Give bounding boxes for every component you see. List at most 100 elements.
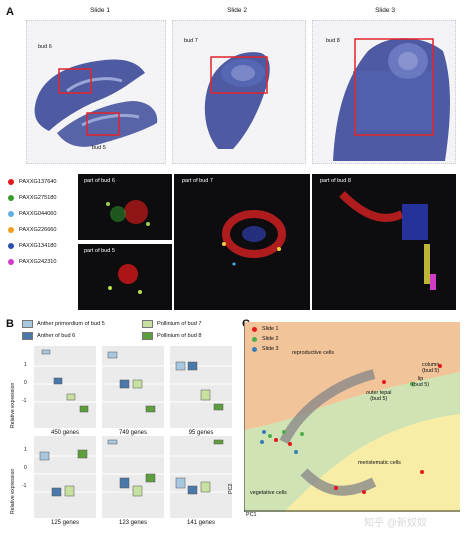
legend-gene-label: PAXXG275180 <box>19 195 57 201</box>
bud-6-label: bud 6 <box>38 44 52 50</box>
legend-swatch-icon <box>22 320 33 328</box>
region-outer-tepal: outer tepal (bud 5) <box>366 390 392 402</box>
boxplot-drawing <box>170 361 232 411</box>
y-tick-label: 0 <box>24 465 27 471</box>
panel-c-pca-plot <box>244 322 460 512</box>
boxplot-141-genes <box>170 436 232 518</box>
inset-bud-6-image: part of bud 6 <box>78 174 172 240</box>
legend-row: PAXXG226660 <box>8 224 76 236</box>
inset-bud-8-drawing <box>339 191 436 290</box>
legend-dot-icon <box>8 179 14 185</box>
legend-row: PAXXG275180 <box>8 192 76 204</box>
gene-count-label: 450 genes <box>50 430 80 436</box>
legend-label: Pollinium of bud 8 <box>157 333 202 339</box>
legend-row: Slide 2 <box>252 334 278 344</box>
legend-row: Slide 1 <box>252 324 278 334</box>
inset-bud-5-label: part of bud 5 <box>84 248 115 254</box>
boxplot-drawing <box>102 351 164 413</box>
legend-label: Pollinium of bud 7 <box>157 321 202 327</box>
boxplot-749-genes <box>102 346 164 428</box>
legend-swatch-icon <box>22 332 33 340</box>
legend-row: PAXXG044060 <box>8 208 76 220</box>
boxplot-drawing <box>170 439 232 495</box>
legend-gene-label: PAXXG044060 <box>19 211 57 217</box>
legend-item: Pollinium of bud 7 <box>142 320 201 328</box>
y-tick-label: 1 <box>24 447 27 453</box>
legend-dot-icon <box>252 326 257 332</box>
legend-dot-icon <box>8 227 14 233</box>
boxplot-drawing <box>34 349 96 413</box>
pca-region-drawing <box>244 322 460 512</box>
inset-bud-8-image: part of bud 8 <box>312 174 456 310</box>
y-tick-label: -1 <box>22 398 27 404</box>
legend-dot-icon <box>8 211 14 217</box>
inset-bud-7-drawing <box>222 210 286 266</box>
slide-3-title: Slide 3 <box>375 7 395 14</box>
boxplot-123-genes <box>102 436 164 518</box>
legend-gene-label: PAXXG242310 <box>19 259 57 265</box>
inset-bud-6-label: part of bud 6 <box>84 178 115 184</box>
boxplot-125-genes <box>34 436 96 518</box>
legend-dot-icon <box>8 243 14 249</box>
slide-2-tissue-image <box>172 20 306 164</box>
panel-a-letter: A <box>6 6 14 18</box>
legend-swatch-icon <box>142 320 153 328</box>
legend-label: Anther of bud 6 <box>37 333 76 339</box>
bud-7-label: bud 7 <box>184 38 198 44</box>
region-reproductive-cells: reproductive cells <box>292 350 334 356</box>
panel-a-legend: PAXXG137640 PAXXG275180 PAXXG044060 PAXX… <box>8 176 76 268</box>
watermark-text: 知乎 @新奴奴 <box>364 518 427 529</box>
x-axis-label: PC1 <box>246 512 257 518</box>
gene-count-label: 749 genes <box>118 430 148 436</box>
legend-label: Slide 1 <box>262 326 279 332</box>
legend-label: Slide 2 <box>262 336 279 342</box>
y-tick-label: -1 <box>22 483 27 489</box>
gene-count-label: 95 genes <box>188 430 214 436</box>
gene-count-label: 125 genes <box>50 520 80 526</box>
y-tick-label: 0 <box>24 380 27 386</box>
panel-c-legend: Slide 1 Slide 2 Slide 3 <box>252 324 278 354</box>
legend-gene-label: PAXXG137640 <box>19 179 57 185</box>
legend-dot-icon <box>8 195 14 201</box>
slide-1-tissue-drawing <box>34 59 158 147</box>
inset-bud-8-label: part of bud 8 <box>320 178 351 184</box>
region-meristematic-cells: meristematic cells <box>358 460 401 466</box>
legend-item: Pollinium of bud 8 <box>142 332 201 340</box>
legend-dot-icon <box>252 346 257 352</box>
y-axis-label-bottom: Relative expression <box>10 468 16 514</box>
bud-5-label: bud 5 <box>92 145 106 151</box>
inset-bud-7-label: part of bud 7 <box>182 178 213 184</box>
panel-b-letter: B <box>6 318 14 330</box>
slide-1-title: Slide 1 <box>90 7 110 14</box>
slide-2-title: Slide 2 <box>227 7 247 14</box>
legend-row: PAXXG242310 <box>8 256 76 268</box>
boxplot-drawing <box>102 439 164 497</box>
slide-2-tissue-drawing <box>204 52 270 149</box>
region-lip: lip (bud 5) <box>412 376 430 388</box>
legend-gene-label: PAXXG134180 <box>19 243 57 249</box>
legend-row: PAXXG134180 <box>8 240 76 252</box>
slide-1-tissue-image <box>26 20 166 164</box>
gene-count-label: 123 genes <box>118 520 148 526</box>
legend-dot-icon <box>8 259 14 265</box>
boxplot-drawing <box>34 449 96 497</box>
region-column: column (bud 5) <box>422 362 440 374</box>
legend-label: Slide 3 <box>262 346 279 352</box>
legend-gene-label: PAXXG226660 <box>19 227 57 233</box>
slide-3-tissue-image <box>312 20 456 164</box>
y-tick-label: 1 <box>24 362 27 368</box>
y-axis-label-top: Relative expression <box>10 382 16 428</box>
legend-item: Anther primordium of bud 5 <box>22 320 105 328</box>
legend-row: Slide 3 <box>252 344 278 354</box>
inset-bud-7-image: part of bud 7 <box>174 174 310 310</box>
inset-bud-5-drawing <box>108 264 142 294</box>
legend-row: PAXXG137640 <box>8 176 76 188</box>
region-vegetative-cells: vegetative cells <box>250 490 287 496</box>
inset-bud-6-drawing <box>106 200 150 226</box>
inset-bud-5-image: part of bud 5 <box>78 244 172 310</box>
legend-item: Anther of bud 6 <box>22 332 75 340</box>
boxplot-450-genes <box>34 346 96 428</box>
legend-label: Anther primordium of bud 5 <box>37 321 105 327</box>
legend-dot-icon <box>252 336 257 342</box>
slide-3-tissue-drawing <box>333 38 450 161</box>
